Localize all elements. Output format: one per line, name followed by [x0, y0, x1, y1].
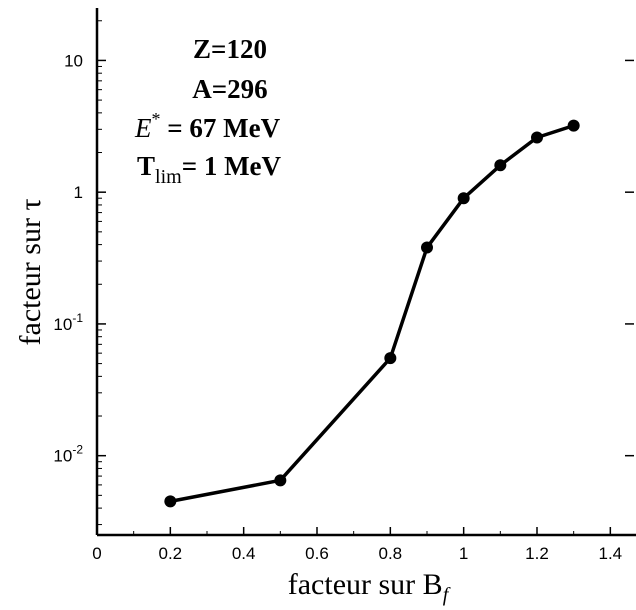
- annotation-tlim-symbol: T: [137, 151, 155, 181]
- data-point-1: [274, 474, 287, 487]
- annotation-energy-symbol: E: [134, 113, 152, 143]
- annotation-energy: E* = 67 MeV: [134, 109, 281, 143]
- x-axis-title-text: facteur sur B: [288, 568, 443, 601]
- x-tick-label-0: 0: [92, 544, 101, 563]
- y-tick-label-exp: -2: [72, 443, 83, 457]
- data-point-6: [531, 131, 543, 144]
- y-tick-label-0: 10: [64, 51, 83, 70]
- y-tick-label-2: 10-1: [53, 311, 83, 334]
- ticks: [96, 20, 634, 535]
- annotation-tlim: Tlim= 1 MeV: [137, 151, 282, 188]
- x-tick-label-1: 0.2: [159, 544, 183, 563]
- y-tick-label-1: 1: [74, 183, 83, 202]
- series: [164, 119, 580, 508]
- data-point-5: [494, 159, 507, 172]
- data-point-2: [384, 352, 397, 365]
- y-tick-label-base: 10: [53, 315, 72, 334]
- series-line-0: [170, 123, 575, 504]
- y-tick-label-exp: -1: [72, 311, 83, 325]
- data-point-3: [421, 241, 433, 254]
- y-tick-label-base: 10: [64, 51, 83, 70]
- x-tick-label-7: 1.4: [599, 544, 623, 563]
- x-axis-title-sub: f: [443, 584, 451, 606]
- x-axis-title: facteur sur Bf: [288, 568, 451, 606]
- annotation-energy-value: = 67 MeV: [161, 113, 281, 143]
- x-tick-label-4: 0.8: [379, 544, 403, 563]
- x-tick-labels: 0 0.2 0.4 0.6 0.8 1 1.2 1.4: [92, 544, 622, 563]
- x-tick-label-3: 0.6: [305, 544, 329, 563]
- annotation-z: Z=120: [193, 34, 267, 64]
- y-tick-label-base: 10: [53, 447, 72, 466]
- annotation-energy-sup: *: [152, 109, 161, 129]
- y-tick-label-base: 1: [74, 183, 83, 202]
- annotation-a: A=296: [192, 74, 267, 104]
- x-tick-label-2: 0.4: [232, 544, 256, 563]
- x-tick-label-6: 1.2: [525, 544, 549, 563]
- data-point-7: [567, 119, 580, 132]
- y-axis-title: facteur sur τ: [14, 199, 47, 346]
- annotation-block: Z=120 A=296 E* = 67 MeV Tlim= 1 MeV: [134, 34, 282, 188]
- annotation-tlim-sub: lim: [155, 166, 182, 188]
- x-tick-label-5: 1: [459, 544, 468, 563]
- plot-frame: [95, 8, 636, 537]
- data-point-4: [457, 192, 470, 205]
- data-point-0: [164, 495, 177, 508]
- y-tick-label-3: 10-2: [53, 443, 83, 466]
- annotation-tlim-value: = 1 MeV: [182, 151, 282, 181]
